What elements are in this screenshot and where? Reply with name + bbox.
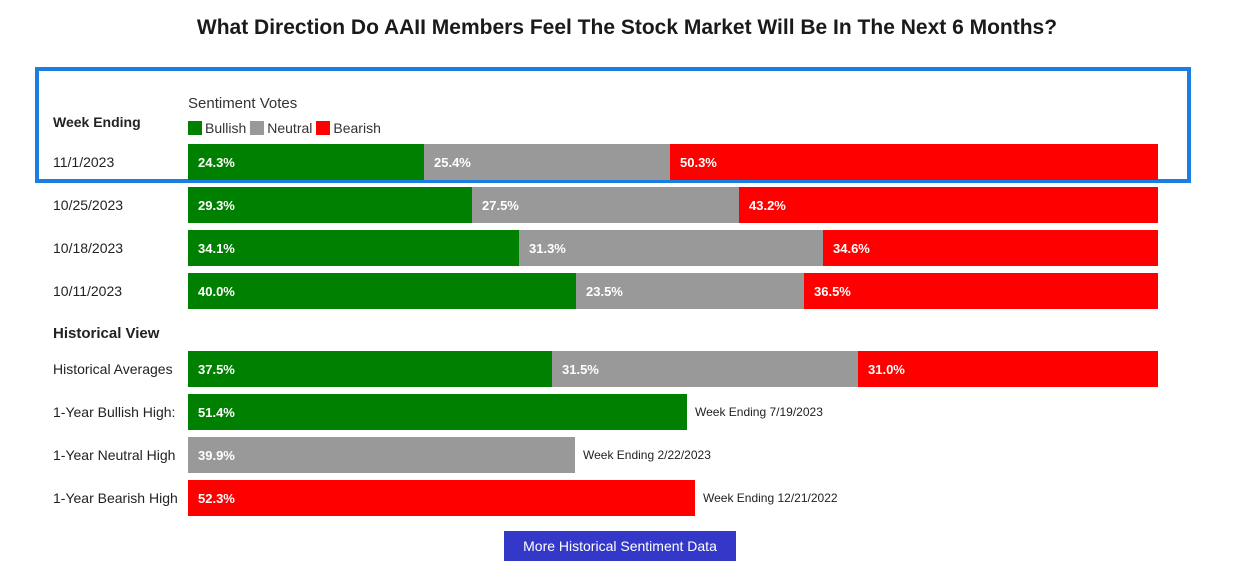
legend-label-bearish: Bearish: [333, 120, 381, 136]
week-11-1-2023-bar: 24.3% 25.4% 50.3%: [188, 144, 1158, 180]
chart-title: What Direction Do AAII Members Feel The …: [196, 16, 1058, 39]
legend-swatch-neutral: [250, 121, 265, 135]
legend-title: Sentiment Votes: [188, 95, 298, 112]
legend-label-bullish: Bullish: [205, 120, 247, 136]
historical-historical-averages-neutral-segment: 31.5%: [552, 351, 858, 387]
week-10-18-2023-bar: 34.1% 31.3% 34.6%: [188, 230, 1158, 266]
week-10-11-2023-bullish-segment: 40.0%: [188, 273, 576, 309]
historical-view-header: Historical View: [53, 325, 160, 342]
week-10-11-2023-label: 10/11/2023: [53, 283, 123, 299]
more-historical-data-button[interactable]: More Historical Sentiment Data: [504, 531, 736, 561]
historical-historical-averages-bullish-segment: 37.5%: [188, 351, 552, 387]
week-10-18-2023-bullish-segment: 34.1%: [188, 230, 519, 266]
historical-1-year-neutral-high-neutral-segment: 39.9%: [188, 437, 575, 473]
week-11-1-2023-bearish-segment: 50.3%: [670, 144, 1158, 180]
historical-1-year-bearish-high-bar: 52.3%: [188, 480, 695, 516]
week-10-11-2023-bar: 40.0% 23.5% 36.5%: [188, 273, 1158, 309]
historical-1-year-bullish-high-note: Week Ending 7/19/2023: [695, 405, 823, 419]
historical-1-year-bearish-high-label: 1-Year Bearish High: [53, 490, 178, 506]
legend: Bullish Neutral Bearish: [188, 120, 385, 136]
week-11-1-2023-bullish-segment: 24.3%: [188, 144, 424, 180]
week-10-25-2023-bullish-segment: 29.3%: [188, 187, 472, 223]
historical-1-year-bullish-high-bar: 51.4%: [188, 394, 687, 430]
legend-item-bullish: Bullish: [188, 120, 246, 136]
historical-historical-averages-label: Historical Averages: [53, 361, 173, 377]
legend-item-bearish: Bearish: [316, 120, 381, 136]
week-11-1-2023-neutral-segment: 25.4%: [424, 144, 670, 180]
historical-1-year-neutral-high-bar: 39.9%: [188, 437, 575, 473]
week-10-25-2023-bar: 29.3% 27.5% 43.2%: [188, 187, 1158, 223]
historical-1-year-neutral-high-label: 1-Year Neutral High: [53, 447, 176, 463]
historical-historical-averages-bar: 37.5% 31.5% 31.0%: [188, 351, 1158, 387]
legend-item-neutral: Neutral: [250, 120, 312, 136]
historical-1-year-bearish-high-bearish-segment: 52.3%: [188, 480, 695, 516]
legend-label-neutral: Neutral: [267, 120, 313, 136]
legend-swatch-bullish: [188, 121, 202, 135]
week-10-18-2023-bearish-segment: 34.6%: [823, 230, 1158, 266]
week-10-11-2023-neutral-segment: 23.5%: [576, 273, 804, 309]
historical-1-year-bullish-high-bullish-segment: 51.4%: [188, 394, 687, 430]
week-10-18-2023-neutral-segment: 31.3%: [519, 230, 823, 266]
current-week-highlight: [35, 67, 1191, 183]
historical-1-year-bullish-high-label: 1-Year Bullish High:: [53, 404, 176, 420]
historical-1-year-neutral-high-note: Week Ending 2/22/2023: [583, 448, 711, 462]
week-ending-header: Week Ending: [53, 114, 141, 130]
week-10-25-2023-neutral-segment: 27.5%: [472, 187, 739, 223]
historical-historical-averages-bearish-segment: 31.0%: [858, 351, 1158, 387]
legend-swatch-bearish: [316, 121, 331, 135]
week-10-18-2023-label: 10/18/2023: [53, 240, 124, 256]
week-10-25-2023-bearish-segment: 43.2%: [739, 187, 1158, 223]
week-11-1-2023-label: 11/1/2023: [53, 154, 115, 170]
historical-1-year-bearish-high-note: Week Ending 12/21/2022: [703, 491, 838, 505]
week-10-25-2023-label: 10/25/2023: [53, 197, 124, 213]
week-10-11-2023-bearish-segment: 36.5%: [804, 273, 1158, 309]
